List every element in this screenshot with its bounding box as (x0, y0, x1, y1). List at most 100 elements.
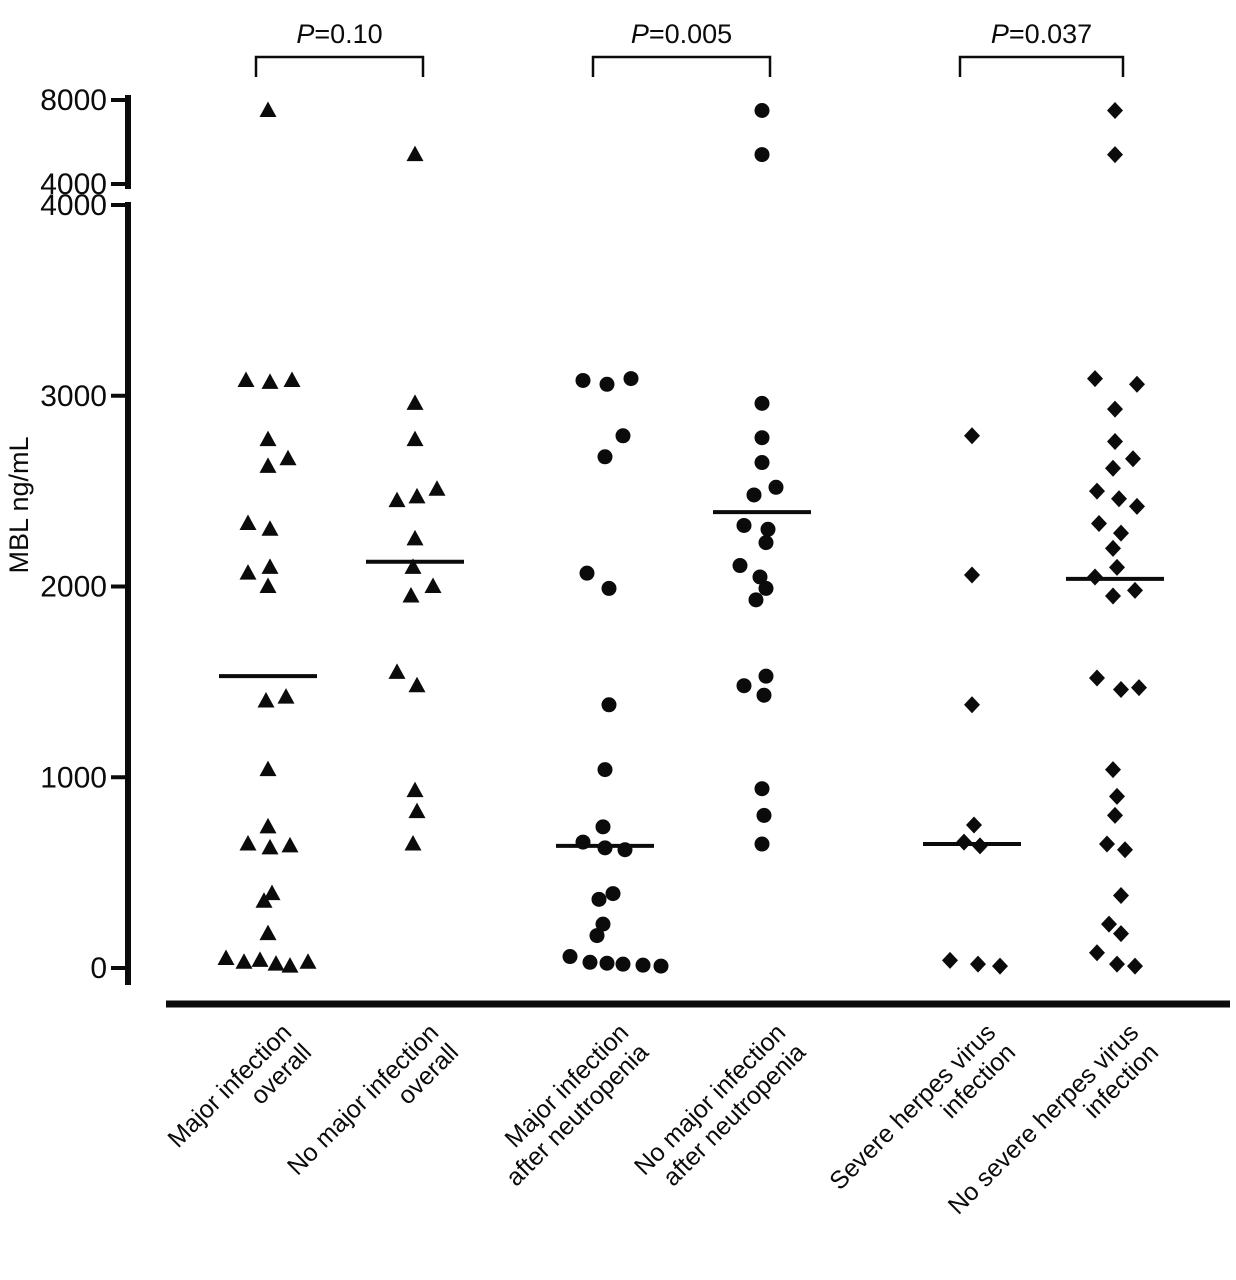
data-point-circle (758, 580, 774, 596)
data-point-diamond (1131, 679, 1147, 697)
data-point-circle (623, 371, 639, 387)
data-point-diamond (1091, 515, 1107, 533)
data-point-triangle (259, 101, 277, 117)
data-point-triangle (263, 884, 281, 901)
data-point-circle (756, 687, 772, 703)
data-point-circle (599, 376, 615, 392)
y-axis-tick-label: 8000 (40, 84, 107, 117)
data-point-diamond (1113, 925, 1129, 943)
data-point-circle (754, 103, 770, 118)
data-point-diamond (1105, 587, 1121, 605)
data-point-triangle (259, 924, 277, 941)
data-point-triangle (259, 457, 277, 473)
data-point-diamond (1105, 539, 1121, 557)
data-point-triangle (235, 953, 253, 969)
data-point-triangle (239, 514, 257, 531)
data-point-circle (736, 517, 752, 533)
data-point-triangle (281, 836, 299, 853)
data-point-triangle (261, 520, 279, 536)
data-point-diamond (1113, 887, 1129, 905)
data-point-circle (597, 449, 613, 465)
group-label: No major infectionafter neutropenia (629, 1018, 811, 1200)
data-point-diamond (1105, 761, 1121, 779)
data-point-diamond (1089, 944, 1105, 962)
data-point-circle (752, 569, 768, 585)
data-point-diamond (1107, 433, 1123, 451)
y-axis-tick-label: 0 (90, 952, 107, 985)
data-point-triangle (404, 558, 422, 574)
data-point-triangle (299, 953, 317, 969)
data-point-diamond (1109, 787, 1125, 805)
data-point-circle (635, 957, 651, 973)
data-point-circle (579, 565, 595, 581)
data-point-diamond (1107, 400, 1123, 418)
data-point-circle (732, 558, 748, 574)
data-point-diamond (1109, 955, 1125, 973)
data-point-circle (597, 762, 613, 778)
data-point-triangle (283, 371, 301, 387)
data-point-circle (758, 535, 774, 551)
data-point-diamond (1107, 146, 1123, 164)
data-point-circle (615, 428, 631, 444)
y-axis-tick-label: 1000 (40, 761, 107, 794)
data-point-diamond (1117, 841, 1133, 859)
data-point-circle (748, 592, 764, 608)
data-point-triangle (388, 491, 406, 508)
data-point-triangle (237, 371, 255, 387)
data-point-triangle (257, 691, 275, 708)
data-point-diamond (1129, 375, 1145, 393)
data-point-circle (605, 886, 621, 902)
significance-bracket (591, 55, 772, 77)
data-point-triangle (261, 373, 279, 389)
significance-bracket (254, 55, 425, 77)
data-point-triangle (406, 145, 424, 162)
data-point-triangle (279, 449, 297, 466)
data-point-triangle (277, 688, 295, 704)
data-point-circle (615, 956, 631, 972)
data-point-circle (754, 455, 770, 471)
data-point-triangle (424, 577, 442, 593)
data-point-triangle (281, 957, 299, 973)
data-point-circle (736, 678, 752, 694)
data-point-triangle (259, 817, 277, 834)
data-point-circle (591, 891, 607, 907)
data-point-circle (601, 697, 617, 713)
p-value-label: P=0.037 (991, 19, 1092, 49)
data-point-triangle (406, 394, 424, 410)
data-point-diamond (1125, 450, 1141, 468)
y-axis-title: MBL ng/mL (4, 436, 34, 573)
data-point-triangle (261, 838, 279, 855)
data-point-circle (599, 955, 615, 971)
data-point-diamond (1107, 806, 1123, 824)
y-axis-tick-label: 4000 (40, 189, 107, 222)
data-point-diamond (1111, 490, 1127, 508)
p-value-label: P=0.005 (631, 19, 732, 49)
data-point-circle (575, 372, 591, 388)
data-point-diamond (1101, 915, 1117, 933)
data-point-triangle (388, 663, 406, 679)
data-point-triangle (408, 802, 426, 819)
data-point-triangle (217, 949, 235, 965)
data-point-circle (758, 668, 774, 684)
data-point-circle (582, 954, 598, 970)
group-2: No major infectionoverall (282, 145, 464, 1181)
data-point-circle (756, 807, 772, 823)
data-point-diamond (964, 566, 980, 584)
data-point-circle (595, 819, 611, 835)
data-point-circle (760, 521, 776, 537)
data-point-circle (589, 928, 605, 944)
data-point-triangle (428, 480, 446, 496)
data-point-triangle (406, 529, 424, 546)
data-point-circle (653, 958, 669, 974)
data-point-diamond (966, 816, 982, 834)
group-label: Major infectionafter neutropenia (481, 1018, 654, 1191)
data-point-triangle (255, 892, 273, 908)
data-point-circle (746, 487, 762, 503)
data-point-circle (595, 916, 611, 932)
data-point-triangle (259, 577, 277, 593)
data-point-circle (601, 580, 617, 596)
group-1: Major infectionoverall (162, 101, 317, 1153)
data-point-triangle (261, 558, 279, 574)
